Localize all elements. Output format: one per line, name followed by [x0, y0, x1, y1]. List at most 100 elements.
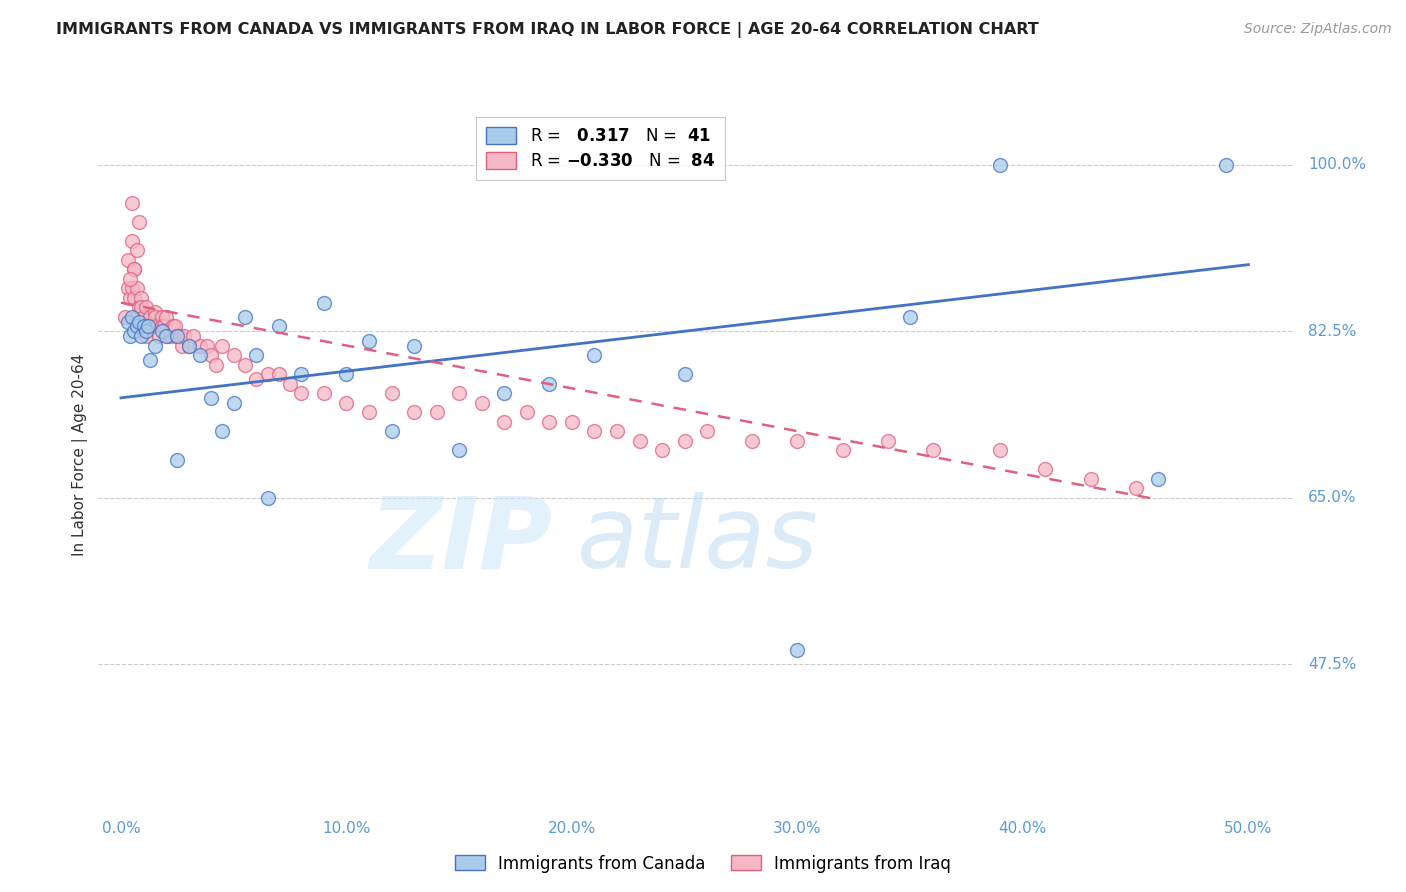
Point	[335, 367, 357, 381]
Text: Source: ZipAtlas.com: Source: ZipAtlas.com	[1244, 22, 1392, 37]
Point	[169, 329, 191, 343]
Point	[211, 424, 233, 438]
Point	[256, 491, 278, 505]
Point	[290, 367, 312, 381]
Point	[143, 305, 166, 319]
Point	[673, 434, 696, 448]
Point	[177, 338, 200, 352]
Point	[135, 329, 157, 343]
Point	[125, 244, 148, 258]
Text: 82.5%: 82.5%	[1308, 324, 1357, 339]
Point	[245, 348, 267, 362]
Point	[1215, 158, 1237, 172]
Point	[143, 338, 166, 352]
Point	[426, 405, 449, 419]
Point	[129, 291, 152, 305]
Text: 65.0%: 65.0%	[1308, 491, 1357, 505]
Point	[170, 338, 193, 352]
Point	[121, 310, 143, 324]
Point	[1125, 481, 1147, 495]
Point	[125, 281, 148, 295]
Point	[696, 424, 718, 438]
Point	[125, 310, 148, 324]
Text: IMMIGRANTS FROM CANADA VS IMMIGRANTS FROM IRAQ IN LABOR FORCE | AGE 20-64 CORREL: IMMIGRANTS FROM CANADA VS IMMIGRANTS FRO…	[56, 22, 1039, 38]
Point	[159, 329, 181, 343]
Point	[741, 434, 763, 448]
Point	[357, 405, 380, 419]
Point	[129, 329, 152, 343]
Point	[125, 319, 148, 334]
Point	[118, 272, 141, 286]
Point	[135, 301, 157, 315]
Y-axis label: In Labor Force | Age 20-64: In Labor Force | Age 20-64	[72, 354, 89, 556]
Text: 100.0%: 100.0%	[1308, 157, 1365, 172]
Point	[335, 395, 357, 409]
Point	[233, 358, 256, 372]
Point	[129, 301, 152, 315]
Point	[516, 405, 538, 419]
Point	[222, 348, 245, 362]
Point	[561, 415, 583, 429]
Point	[153, 319, 176, 334]
Point	[471, 395, 494, 409]
Point	[1035, 462, 1057, 476]
Legend: R =   $\mathbf{0.317}$   N =  $\mathbf{41}$, R = $\mathbf{-0.330}$   N =  $\math: R = $\mathbf{0.317}$ N = $\mathbf{41}$, …	[477, 117, 724, 180]
Point	[538, 415, 561, 429]
Point	[494, 386, 516, 401]
Point	[583, 424, 606, 438]
Point	[132, 319, 155, 334]
Point	[117, 252, 139, 267]
Point	[256, 367, 278, 381]
Point	[538, 376, 561, 391]
Point	[162, 319, 184, 334]
Point	[312, 386, 335, 401]
Point	[114, 310, 136, 324]
Point	[124, 324, 146, 338]
Point	[673, 367, 696, 381]
Point	[786, 434, 808, 448]
Point	[135, 324, 157, 338]
Point	[494, 415, 516, 429]
Point	[380, 424, 402, 438]
Point	[583, 348, 606, 362]
Point	[166, 329, 188, 343]
Point	[898, 310, 921, 324]
Point	[1147, 472, 1170, 486]
Point	[166, 452, 188, 467]
Point	[195, 338, 218, 352]
Point	[357, 334, 380, 348]
Point	[211, 338, 233, 352]
Point	[136, 319, 159, 334]
Point	[166, 329, 188, 343]
Point	[150, 310, 173, 324]
Point	[121, 281, 143, 295]
Point	[876, 434, 898, 448]
Point	[117, 315, 139, 329]
Point	[136, 319, 159, 334]
Point	[921, 443, 943, 458]
Point	[786, 643, 808, 657]
Point	[143, 310, 166, 324]
Point	[628, 434, 651, 448]
Point	[267, 319, 290, 334]
Point	[150, 319, 173, 334]
Point	[990, 443, 1012, 458]
Point	[155, 310, 177, 324]
Point	[290, 386, 312, 401]
Text: 47.5%: 47.5%	[1308, 657, 1357, 672]
Point	[278, 376, 301, 391]
Point	[128, 301, 150, 315]
Point	[132, 310, 155, 324]
Point	[139, 352, 162, 367]
Point	[128, 215, 150, 229]
Point	[146, 319, 169, 334]
Point	[173, 329, 195, 343]
Point	[139, 310, 162, 324]
Point	[177, 338, 200, 352]
Point	[148, 329, 170, 343]
Point	[449, 386, 471, 401]
Point	[200, 348, 222, 362]
Point	[204, 358, 226, 372]
Point	[128, 315, 150, 329]
Point	[404, 405, 426, 419]
